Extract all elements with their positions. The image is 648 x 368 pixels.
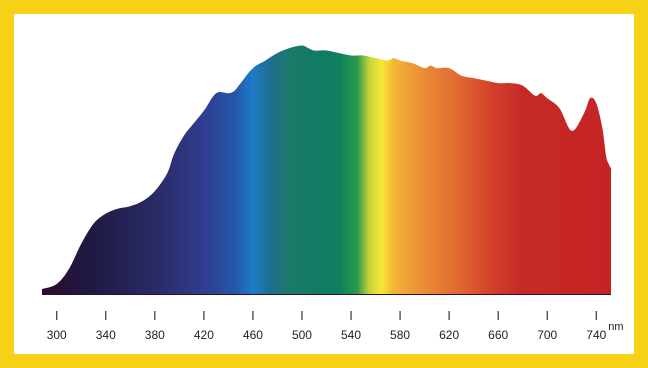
x-tick-label-580: 580: [390, 328, 410, 342]
x-tick-label-700: 700: [537, 328, 557, 342]
x-tick-label-300: 300: [47, 328, 67, 342]
x-tick-label-460: 460: [243, 328, 263, 342]
x-axis-tick-labels: 300 340 380 420 460 500 540 580 620 660 700 740: [47, 328, 607, 342]
x-axis-ticks: [56, 311, 597, 320]
x-tick-label-620: 620: [439, 328, 459, 342]
x-tick-label-740: 740: [586, 328, 606, 342]
x-tick-label-420: 420: [194, 328, 214, 342]
x-tick-label-540: 540: [341, 328, 361, 342]
x-tick-label-660: 660: [488, 328, 508, 342]
x-tick-label-340: 340: [96, 328, 116, 342]
x-axis-unit-label: nm: [608, 321, 623, 333]
x-tick-label-380: 380: [145, 328, 165, 342]
x-tick-label-500: 500: [292, 328, 312, 342]
spectrum-area: [42, 45, 611, 295]
